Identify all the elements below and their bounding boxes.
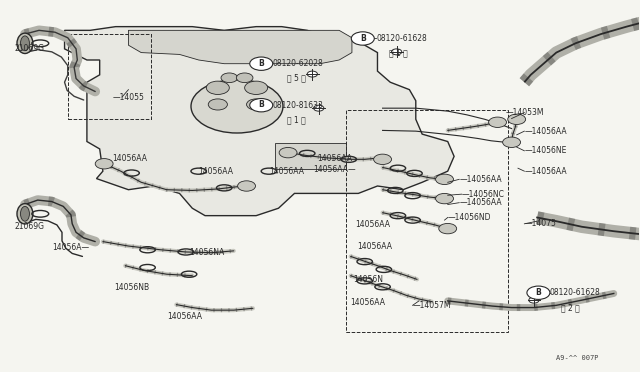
Circle shape bbox=[439, 224, 457, 234]
Text: （ 1 ）: （ 1 ） bbox=[389, 49, 408, 58]
Circle shape bbox=[436, 174, 454, 185]
Text: —14057M: —14057M bbox=[413, 301, 451, 310]
Text: —14055: —14055 bbox=[113, 93, 145, 102]
Text: B: B bbox=[360, 33, 365, 43]
Text: —14056AA: —14056AA bbox=[460, 198, 502, 207]
Circle shape bbox=[529, 297, 539, 303]
Bar bbox=[68, 34, 151, 119]
Bar bbox=[275, 143, 346, 169]
Circle shape bbox=[307, 71, 317, 77]
Text: 14056AA: 14056AA bbox=[355, 221, 390, 230]
Text: 14056AA: 14056AA bbox=[198, 167, 234, 176]
Circle shape bbox=[502, 137, 520, 147]
Text: 08120-62028: 08120-62028 bbox=[272, 59, 323, 68]
Circle shape bbox=[208, 99, 227, 110]
Circle shape bbox=[206, 81, 229, 94]
Circle shape bbox=[191, 80, 283, 133]
Ellipse shape bbox=[17, 203, 33, 224]
Circle shape bbox=[351, 32, 374, 45]
Circle shape bbox=[527, 286, 550, 299]
Ellipse shape bbox=[17, 33, 33, 54]
Text: （ 2 ）: （ 2 ） bbox=[561, 303, 580, 312]
Ellipse shape bbox=[20, 206, 29, 221]
Text: 14056AA: 14056AA bbox=[357, 241, 392, 250]
Bar bbox=[346, 110, 508, 333]
Circle shape bbox=[221, 73, 237, 83]
Text: A9-^^ 007P: A9-^^ 007P bbox=[556, 355, 599, 361]
Text: 14056N: 14056N bbox=[353, 275, 383, 284]
Text: —14056NE: —14056NE bbox=[524, 146, 567, 155]
Circle shape bbox=[488, 117, 506, 128]
Text: —14056NC: —14056NC bbox=[462, 190, 505, 199]
Circle shape bbox=[236, 73, 253, 83]
Text: —14056AA: —14056AA bbox=[524, 167, 567, 176]
Text: 14056AA: 14056AA bbox=[351, 298, 386, 307]
Circle shape bbox=[237, 181, 255, 191]
Text: 08120-61628: 08120-61628 bbox=[550, 288, 601, 297]
Text: 14056AA: 14056AA bbox=[317, 154, 352, 163]
Circle shape bbox=[250, 57, 273, 70]
Circle shape bbox=[246, 99, 266, 110]
Text: 14056NA: 14056NA bbox=[189, 248, 225, 257]
Text: 14056A—: 14056A— bbox=[52, 243, 89, 251]
Text: —14053M: —14053M bbox=[505, 108, 544, 117]
Circle shape bbox=[314, 105, 324, 111]
Circle shape bbox=[279, 147, 297, 158]
Text: 08120-81633: 08120-81633 bbox=[272, 101, 323, 110]
Circle shape bbox=[436, 193, 454, 204]
Text: 14056NB: 14056NB bbox=[115, 283, 150, 292]
Text: 08120-61628: 08120-61628 bbox=[376, 34, 427, 43]
Polygon shape bbox=[129, 31, 352, 64]
Text: —14075: —14075 bbox=[524, 219, 556, 228]
Circle shape bbox=[392, 49, 402, 55]
Text: 14056AA: 14056AA bbox=[269, 167, 304, 176]
Text: —14056ND: —14056ND bbox=[448, 213, 492, 222]
Ellipse shape bbox=[20, 36, 29, 51]
Circle shape bbox=[95, 158, 113, 169]
Text: （ 5 ）: （ 5 ） bbox=[287, 73, 306, 82]
Circle shape bbox=[508, 114, 525, 125]
Text: B: B bbox=[536, 288, 541, 297]
Text: B: B bbox=[259, 59, 264, 68]
Text: 21069G: 21069G bbox=[15, 44, 45, 53]
Text: B: B bbox=[259, 100, 264, 109]
Text: 14056AA: 14056AA bbox=[113, 154, 147, 163]
Text: （ 1 ）: （ 1 ） bbox=[287, 116, 305, 125]
Text: —14056AA: —14056AA bbox=[460, 175, 502, 184]
Text: 14056AA—: 14056AA— bbox=[314, 165, 356, 174]
Polygon shape bbox=[65, 27, 454, 216]
Text: 21069G: 21069G bbox=[15, 222, 45, 231]
Text: —14056AA: —14056AA bbox=[524, 126, 567, 136]
Circle shape bbox=[250, 99, 273, 112]
Circle shape bbox=[374, 154, 392, 164]
Text: 14056AA: 14056AA bbox=[167, 312, 202, 321]
Circle shape bbox=[244, 81, 268, 94]
